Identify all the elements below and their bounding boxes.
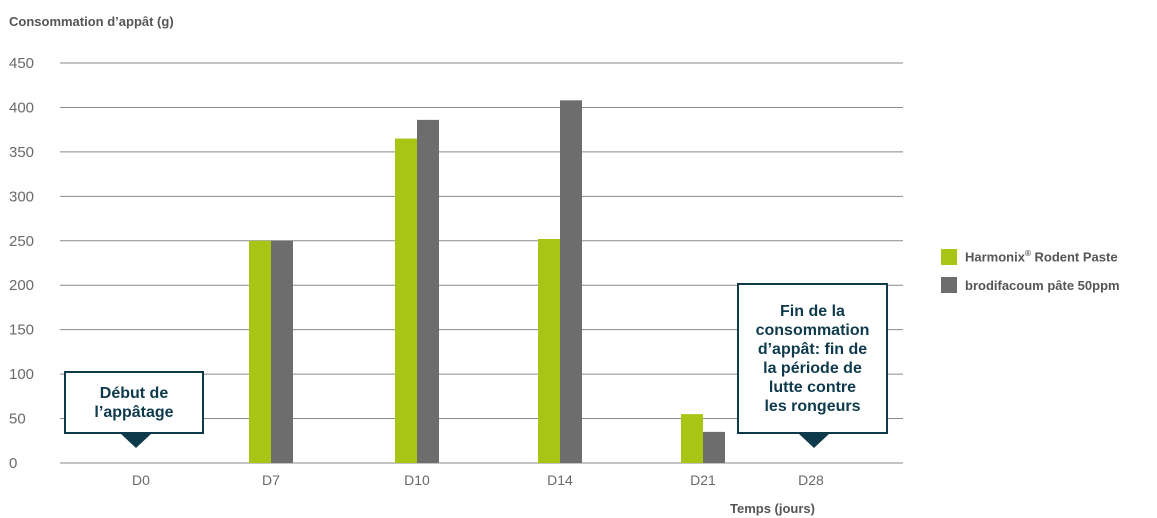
bar-harmonix-d7 (249, 240, 271, 463)
x-tick-label: D21 (690, 472, 716, 488)
y-tick-label: 100 (9, 366, 34, 383)
legend-swatch-brodifacoum (941, 277, 957, 293)
legend-label-brodifacoum: brodifacoum pâte 50ppm (965, 277, 1120, 293)
x-tick-label: D7 (262, 472, 280, 488)
legend-item-harmonix: Harmonix® Rodent Paste (941, 248, 1120, 266)
callout-baiting-start: Début de l’appâtage (64, 371, 204, 448)
bar-brodifacoum-d21 (703, 431, 725, 463)
bar-harmonix-d10 (395, 138, 417, 464)
y-tick-label: 450 (9, 55, 34, 72)
bars (249, 100, 725, 464)
x-tick-label: D28 (798, 472, 824, 488)
y-axis-label: Consommation d’appât (g) (9, 14, 174, 29)
callout-consumption-end: Fin de la consommation d’appât: fin de l… (737, 283, 888, 448)
bar-brodifacoum-d14 (560, 100, 582, 463)
y-tick-label: 400 (9, 99, 34, 116)
bar-brodifacoum-d7 (271, 240, 293, 463)
callout-baiting-start-text: Début de l’appâtage (94, 384, 174, 421)
y-tick-labels: 0 50 100 150 200 250 300 350 400 450 (9, 55, 34, 472)
y-tick-label: 150 (9, 322, 34, 339)
y-tick-label: 250 (9, 233, 34, 250)
legend-label-harmonix: Harmonix® Rodent Paste (965, 249, 1118, 265)
legend: Harmonix® Rodent Paste brodifacoum pâte … (941, 248, 1120, 304)
bar-harmonix-d14 (538, 239, 560, 463)
callout-pointer (798, 433, 830, 448)
y-tick-label: 50 (9, 411, 26, 428)
x-tick-label: D10 (404, 472, 430, 488)
y-tick-label: 350 (9, 144, 34, 161)
y-tick-label: 200 (9, 277, 34, 294)
y-tick-label: 300 (9, 188, 34, 205)
x-axis-label: Temps (jours) (730, 501, 815, 516)
x-tick-label: D0 (132, 472, 150, 488)
x-tick-labels: D0 D7 D10 D14 D21 D28 (132, 472, 824, 488)
legend-swatch-harmonix (941, 249, 957, 265)
bar-brodifacoum-d10 (417, 119, 439, 463)
callout-consumption-end-text: Fin de la consommation d’appât: fin de l… (755, 302, 870, 415)
x-tick-label: D14 (547, 472, 573, 488)
y-tick-label: 0 (9, 455, 17, 472)
callout-pointer (120, 433, 152, 448)
legend-item-brodifacoum: brodifacoum pâte 50ppm (941, 276, 1120, 294)
bar-harmonix-d21 (681, 414, 703, 463)
